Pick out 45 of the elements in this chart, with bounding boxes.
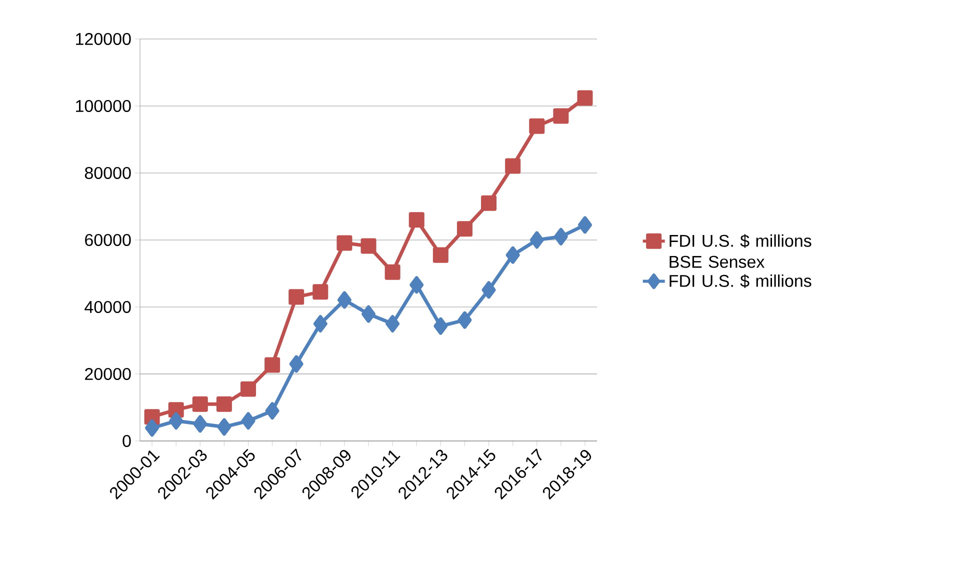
point — [481, 195, 497, 211]
point — [192, 396, 208, 412]
point — [410, 276, 424, 294]
point — [217, 418, 232, 436]
y-tick-label: 100000 — [76, 100, 131, 112]
point — [289, 355, 304, 373]
legend-label: FDI U.S. $ millions — [670, 274, 812, 288]
point — [578, 216, 592, 234]
point — [241, 412, 256, 430]
point — [554, 228, 568, 246]
y-tick-label: 120000 — [76, 32, 131, 46]
y-tick-label: 40000 — [84, 300, 131, 314]
point — [386, 314, 400, 332]
point — [434, 317, 448, 335]
point — [169, 412, 184, 430]
point — [456, 221, 472, 237]
point — [482, 281, 496, 299]
legend-label: FDI U.S. $ millions BSE Sensex — [670, 234, 812, 268]
point — [505, 158, 521, 174]
y-tick-label: 0 — [122, 434, 131, 448]
point — [408, 212, 424, 228]
point — [336, 235, 352, 251]
point — [193, 415, 208, 433]
point — [265, 402, 280, 420]
y-tick-label: 20000 — [85, 368, 131, 380]
point — [288, 289, 304, 305]
point — [553, 108, 569, 124]
point — [577, 90, 593, 106]
point — [458, 311, 472, 329]
point — [312, 284, 328, 300]
point — [216, 396, 232, 412]
point — [264, 357, 280, 373]
point — [506, 246, 520, 264]
point — [145, 419, 160, 437]
y-tick-label: 60000 — [85, 234, 131, 246]
point — [313, 314, 328, 332]
point — [384, 264, 400, 280]
point — [337, 291, 352, 309]
point — [360, 238, 376, 254]
point — [432, 247, 448, 263]
point — [240, 381, 256, 397]
point — [362, 305, 376, 323]
point — [529, 118, 545, 134]
y-tick-label: 80000 — [84, 166, 131, 180]
point — [530, 231, 544, 249]
